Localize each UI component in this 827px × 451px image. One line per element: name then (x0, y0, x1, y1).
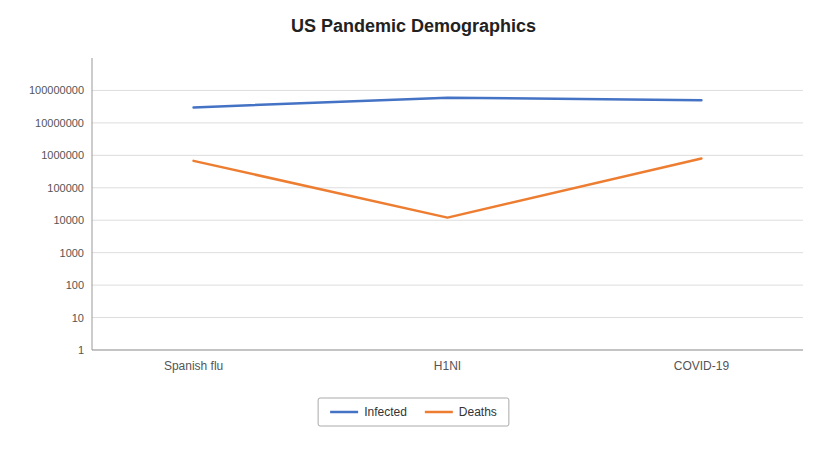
grid-line (92, 285, 803, 286)
chart-container: US Pandemic Demographics1101001000100001… (0, 0, 827, 451)
chart: US Pandemic Demographics1101001000100001… (0, 0, 827, 451)
x-axis-line (92, 350, 803, 351)
grid-line (92, 252, 803, 253)
y-tick-label: 100 (66, 279, 84, 291)
series-group (194, 98, 702, 218)
grid-line (92, 220, 803, 221)
series-line (194, 158, 702, 217)
y-tick-label: 10 (72, 312, 84, 324)
background (0, 0, 827, 451)
y-tick-label: 10000 (53, 214, 84, 226)
y-tick-label: 1000000 (41, 149, 84, 161)
grid (92, 90, 803, 350)
y-tick-label: 100000 (47, 182, 84, 194)
grid-line (92, 187, 803, 188)
legend-item: Infected (330, 405, 407, 419)
title: US Pandemic Demographics (291, 16, 536, 36)
y-tick-label: 1000 (60, 247, 84, 259)
legend-label: Infected (364, 405, 407, 419)
y-tick-label: 1 (78, 344, 84, 356)
series-line (194, 98, 702, 108)
legend: Infected Deaths (318, 398, 509, 426)
grid-line (92, 155, 803, 156)
y-axis-line (92, 58, 93, 350)
y-axis: 1 10 100 1000 10000 100000 1000000 10000000 1000… (29, 84, 84, 356)
y-tick-label: 100000000 (29, 84, 84, 96)
legend-swatch (425, 411, 453, 414)
legend-item: Deaths (425, 405, 497, 419)
x-tick-label: COVID-19 (674, 359, 730, 373)
y-tick-label: 10000000 (35, 117, 84, 129)
x-tick-label: Spanish flu (164, 359, 223, 373)
grid-line (92, 317, 803, 318)
legend-box (318, 398, 509, 426)
x-tick-label: H1NI (434, 359, 461, 373)
legend-swatch (330, 411, 358, 414)
grid-line (92, 90, 803, 91)
x-axis: Spanish flu H1NI COVID-19 (164, 359, 730, 373)
grid-line (92, 122, 803, 123)
legend-label: Deaths (459, 405, 497, 419)
grid-line (92, 350, 803, 351)
